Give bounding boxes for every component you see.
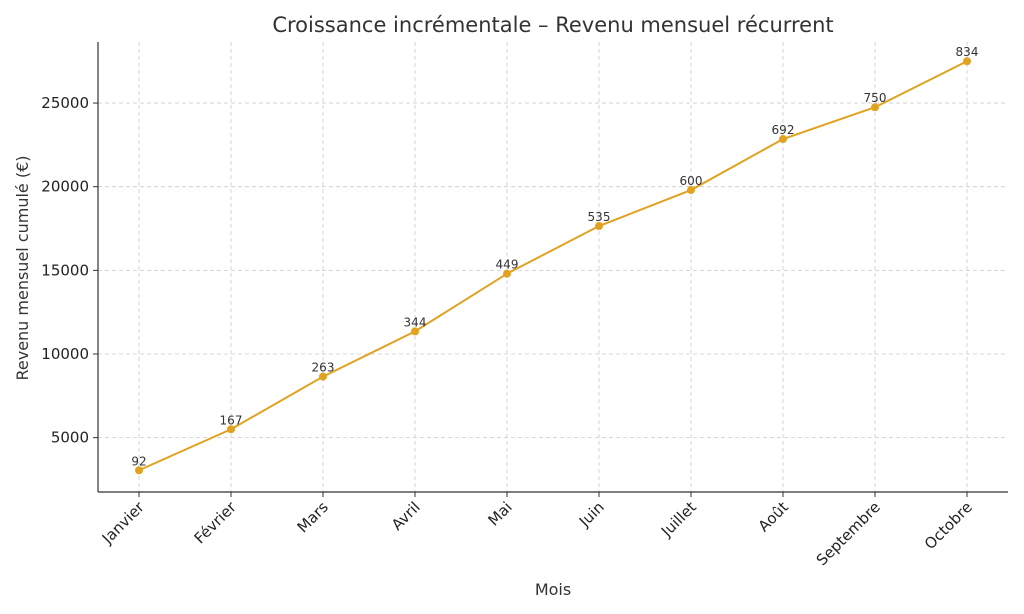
data-point xyxy=(595,222,603,231)
x-tick-label: Mars xyxy=(294,498,332,536)
data-point xyxy=(871,103,879,112)
data-point xyxy=(411,327,419,336)
data-point xyxy=(135,466,143,475)
data-label: 449 xyxy=(496,258,519,272)
data-label: 263 xyxy=(312,361,335,375)
x-tick-label: Juillet xyxy=(657,498,700,541)
x-tick-label: Avril xyxy=(388,498,424,534)
y-tick-label: 20000 xyxy=(41,178,89,196)
x-tick-label: Février xyxy=(191,498,241,548)
series xyxy=(135,57,971,475)
x-tick-label: Octobre xyxy=(921,498,976,553)
x-axis-title: Mois xyxy=(535,580,571,599)
y-tick-label: 25000 xyxy=(41,94,89,112)
x-tick-label: Juin xyxy=(575,498,608,531)
x-tick-label: Janvier xyxy=(98,498,148,548)
chart-title: Croissance incrémentale – Revenu mensuel… xyxy=(272,13,833,37)
data-label: 600 xyxy=(680,174,703,188)
data-labels: 92 167 263 344 449 535 600 692 750 834 xyxy=(131,45,978,468)
data-label: 834 xyxy=(956,45,979,59)
y-axis-title: Revenu mensuel cumulé (€) xyxy=(13,155,32,380)
data-point xyxy=(779,135,787,144)
axes: Janvier Février Mars Avril Mai Juin Juillet Aoû… xyxy=(41,42,1008,569)
x-tick-label: Mai xyxy=(484,498,515,529)
grid xyxy=(98,42,1008,492)
y-tick-label: 5000 xyxy=(51,429,89,447)
y-tick-label: 10000 xyxy=(41,345,89,363)
data-point xyxy=(227,425,235,434)
data-label: 750 xyxy=(864,91,887,105)
data-point xyxy=(687,186,695,195)
data-label: 535 xyxy=(588,210,611,224)
data-label: 92 xyxy=(131,454,146,468)
data-point xyxy=(319,372,327,381)
series-line xyxy=(138,60,968,472)
data-label: 692 xyxy=(772,123,795,137)
y-tick-label: 15000 xyxy=(41,261,89,279)
x-tick-label: Septembre xyxy=(813,498,884,569)
x-tick-label: Août xyxy=(755,498,792,535)
data-point xyxy=(503,269,511,278)
data-label: 344 xyxy=(404,315,427,329)
data-label: 167 xyxy=(220,413,243,427)
data-point xyxy=(963,57,971,66)
